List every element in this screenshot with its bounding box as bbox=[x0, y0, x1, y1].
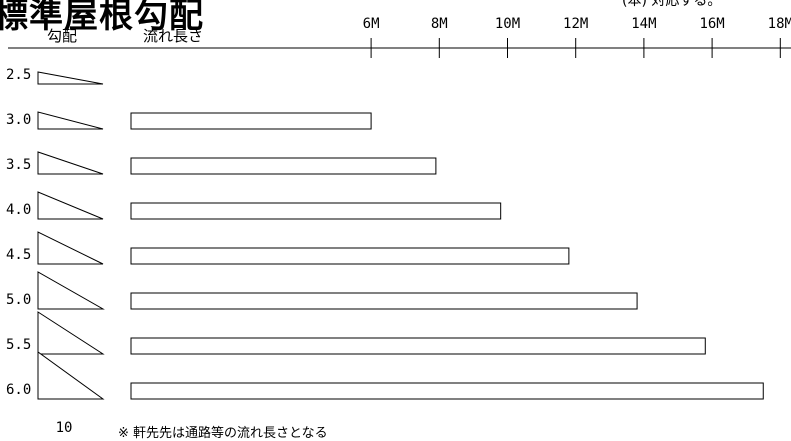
slope-triangle-icon bbox=[37, 71, 104, 85]
x-tick-label: 14M bbox=[631, 16, 656, 32]
length-column-header: 流れ長さ bbox=[143, 27, 204, 45]
slope-triangle-icon bbox=[37, 151, 104, 175]
bar-chart: 6M8M10M12M14M16M18M20M 2.53.03.54.04.55.… bbox=[6, 16, 791, 432]
page-title: 標準屋根勾配 bbox=[0, 0, 204, 36]
x-tick-label: 12M bbox=[563, 16, 588, 32]
slope-triangle-icon bbox=[37, 351, 105, 400]
slope-label: 4.0 bbox=[6, 202, 31, 218]
slope-triangle-icon bbox=[37, 271, 105, 310]
slope-label: 5.5 bbox=[6, 337, 31, 353]
slope-label: 3.0 bbox=[6, 112, 31, 128]
slope-triangle-icon bbox=[37, 311, 105, 355]
x-tick-label: 10M bbox=[495, 16, 520, 32]
slope-triangle-icon bbox=[37, 191, 104, 220]
slope-label: 2.5 bbox=[6, 67, 31, 83]
slope-rows: 2.5 3.0 3.5 4.0 4.5 5.0 5.5 6.0 10 bbox=[6, 67, 764, 432]
length-bar bbox=[130, 202, 502, 220]
length-bar bbox=[130, 157, 437, 175]
x-axis: 6M8M10M12M14M16M18M20M bbox=[8, 16, 791, 58]
x-tick-label: 6M bbox=[363, 16, 380, 32]
slope-label: 6.0 bbox=[6, 382, 31, 398]
x-tick-label: 16M bbox=[699, 16, 724, 32]
slope-label: 4.5 bbox=[6, 247, 31, 263]
triangle-base-label: 10 bbox=[56, 420, 73, 432]
length-bar bbox=[130, 337, 706, 355]
slope-label: 3.5 bbox=[6, 157, 31, 173]
slope-column-header: 勾配 bbox=[47, 27, 78, 45]
length-bar bbox=[130, 247, 570, 265]
slope-triangle-icon bbox=[37, 231, 104, 265]
x-tick-label: 8M bbox=[431, 16, 448, 32]
top-note: (本) 対応する。 bbox=[622, 0, 722, 9]
length-bar bbox=[130, 382, 764, 400]
length-bar bbox=[130, 292, 638, 310]
x-tick-label: 18M bbox=[768, 16, 791, 32]
slope-label: 5.0 bbox=[6, 292, 31, 308]
length-bar bbox=[130, 112, 372, 130]
slope-triangle-icon bbox=[37, 111, 104, 130]
